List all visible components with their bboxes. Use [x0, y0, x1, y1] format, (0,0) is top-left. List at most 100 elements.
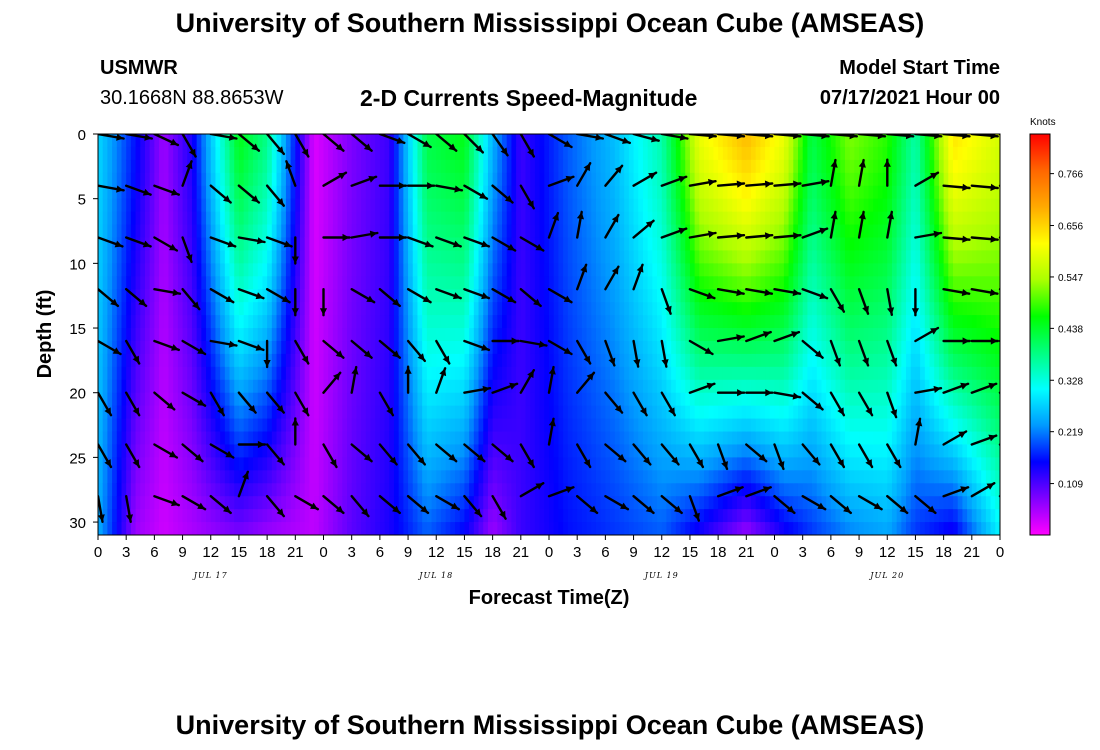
speed-cell — [657, 185, 663, 200]
speed-cell — [440, 431, 447, 446]
speed-cell — [671, 289, 677, 303]
speed-cell — [727, 198, 733, 213]
speed-cell — [797, 366, 804, 381]
speed-cell — [290, 263, 296, 277]
speed-cell — [760, 289, 766, 303]
speed-cell — [379, 353, 386, 368]
speed-cell — [224, 328, 231, 342]
speed-cell — [107, 483, 113, 497]
speed-cell — [389, 185, 395, 200]
speed-cell — [300, 340, 306, 355]
speed-cell — [285, 496, 292, 510]
speed-cell — [783, 379, 790, 394]
speed-cell — [300, 250, 306, 264]
speed-cell — [502, 328, 508, 342]
speed-cell — [98, 224, 104, 239]
speed-cell — [844, 250, 851, 264]
speed-cell — [788, 134, 794, 148]
speed-cell — [431, 289, 437, 303]
speed-cell — [112, 211, 118, 226]
speed-cell — [469, 289, 475, 303]
speed-cell — [436, 159, 442, 174]
speed-cell — [586, 263, 592, 277]
speed-cell — [605, 522, 611, 535]
speed-cell — [797, 379, 804, 394]
speed-cell — [318, 483, 325, 497]
speed-cell — [797, 509, 804, 523]
speed-cell — [215, 379, 221, 394]
speed-cell — [144, 496, 151, 510]
speed-cell — [661, 263, 668, 277]
speed-cell — [271, 509, 278, 523]
speed-cell — [440, 250, 447, 264]
speed-cell — [187, 315, 193, 329]
speed-cell — [647, 263, 653, 277]
speed-cell — [605, 250, 611, 264]
speed-cell — [455, 263, 461, 277]
speed-cell — [412, 379, 419, 394]
speed-cell — [295, 315, 301, 329]
speed-cell — [342, 134, 348, 148]
speed-cell — [229, 159, 235, 174]
speed-cell — [215, 250, 221, 264]
speed-cell — [220, 483, 226, 497]
speed-cell — [408, 379, 414, 394]
speed-cell — [285, 134, 292, 148]
speed-cell — [549, 392, 555, 407]
speed-cell — [182, 431, 188, 446]
speed-cell — [605, 237, 611, 252]
speed-cell — [173, 250, 179, 264]
speed-cell — [534, 224, 541, 239]
speed-cell — [257, 418, 264, 433]
speed-cell — [144, 134, 151, 148]
speed-cell — [271, 444, 278, 458]
speed-cell — [581, 224, 588, 239]
speed-cell — [614, 509, 621, 523]
speed-cell — [177, 134, 184, 148]
speed-cell — [351, 457, 357, 471]
speed-cell — [497, 379, 503, 394]
speed-cell — [257, 366, 264, 381]
speed-cell — [323, 146, 329, 161]
speed-cell — [370, 431, 376, 446]
speed-cell — [248, 431, 254, 446]
speed-cell — [210, 211, 217, 226]
speed-cell — [807, 198, 813, 213]
speed-cell — [144, 405, 151, 420]
speed-cell — [253, 134, 259, 148]
speed-cell — [633, 431, 639, 446]
speed-cell — [469, 328, 475, 342]
speed-cell — [300, 418, 306, 433]
speed-cell — [595, 172, 602, 187]
speed-cell — [769, 392, 776, 407]
speed-cell — [271, 392, 278, 407]
speed-cell — [191, 353, 198, 368]
speed-cell — [276, 146, 282, 161]
speed-cell — [699, 496, 705, 510]
speed-cell — [793, 366, 799, 381]
speed-cell — [130, 302, 137, 316]
speed-cell — [600, 289, 606, 303]
speed-color-field — [98, 134, 1000, 535]
speed-cell — [600, 134, 606, 148]
speed-cell — [727, 276, 733, 290]
speed-cell — [830, 353, 837, 368]
speed-cell — [384, 392, 390, 407]
speed-cell — [722, 496, 729, 510]
speed-cell — [328, 224, 334, 239]
speed-cell — [549, 353, 555, 368]
speed-cell — [534, 185, 541, 200]
speed-cell — [516, 185, 522, 200]
speed-cell — [628, 185, 635, 200]
speed-cell — [502, 483, 508, 497]
speed-cell — [168, 405, 174, 420]
speed-cell — [102, 198, 108, 213]
speed-cell — [600, 431, 606, 446]
speed-cell — [520, 522, 527, 535]
speed-cell — [224, 276, 231, 290]
speed-cell — [793, 185, 799, 200]
speed-cell — [572, 353, 578, 368]
speed-cell — [248, 302, 254, 316]
speed-cell — [605, 185, 611, 200]
speed-cell — [751, 276, 757, 290]
